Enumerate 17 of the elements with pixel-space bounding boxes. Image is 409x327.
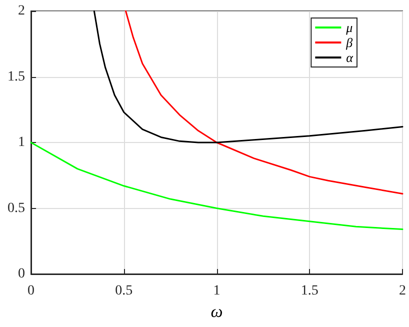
x-tick-label: 1.5	[300, 284, 318, 298]
line-series	[30, 142, 404, 230]
y-tick-label: 1	[18, 135, 25, 150]
y-tick-label: 1.5	[8, 69, 25, 84]
legend-label: α	[346, 50, 354, 65]
x-axis-title: ω	[210, 302, 223, 321]
x-tick-label: 0	[28, 284, 34, 298]
y-tick-label: 0.5	[8, 200, 25, 216]
line-series	[124, 10, 404, 195]
line-series	[93, 10, 404, 144]
y-tick-label: 2	[18, 4, 25, 18]
legend-label: β	[345, 35, 354, 50]
y-tick-label: 0	[18, 266, 25, 282]
x-tick-label: 0.5	[115, 284, 133, 298]
x-tick-label: 1	[213, 284, 220, 298]
x-tick-label: 2	[399, 284, 406, 298]
legend-label: μ	[345, 20, 354, 35]
